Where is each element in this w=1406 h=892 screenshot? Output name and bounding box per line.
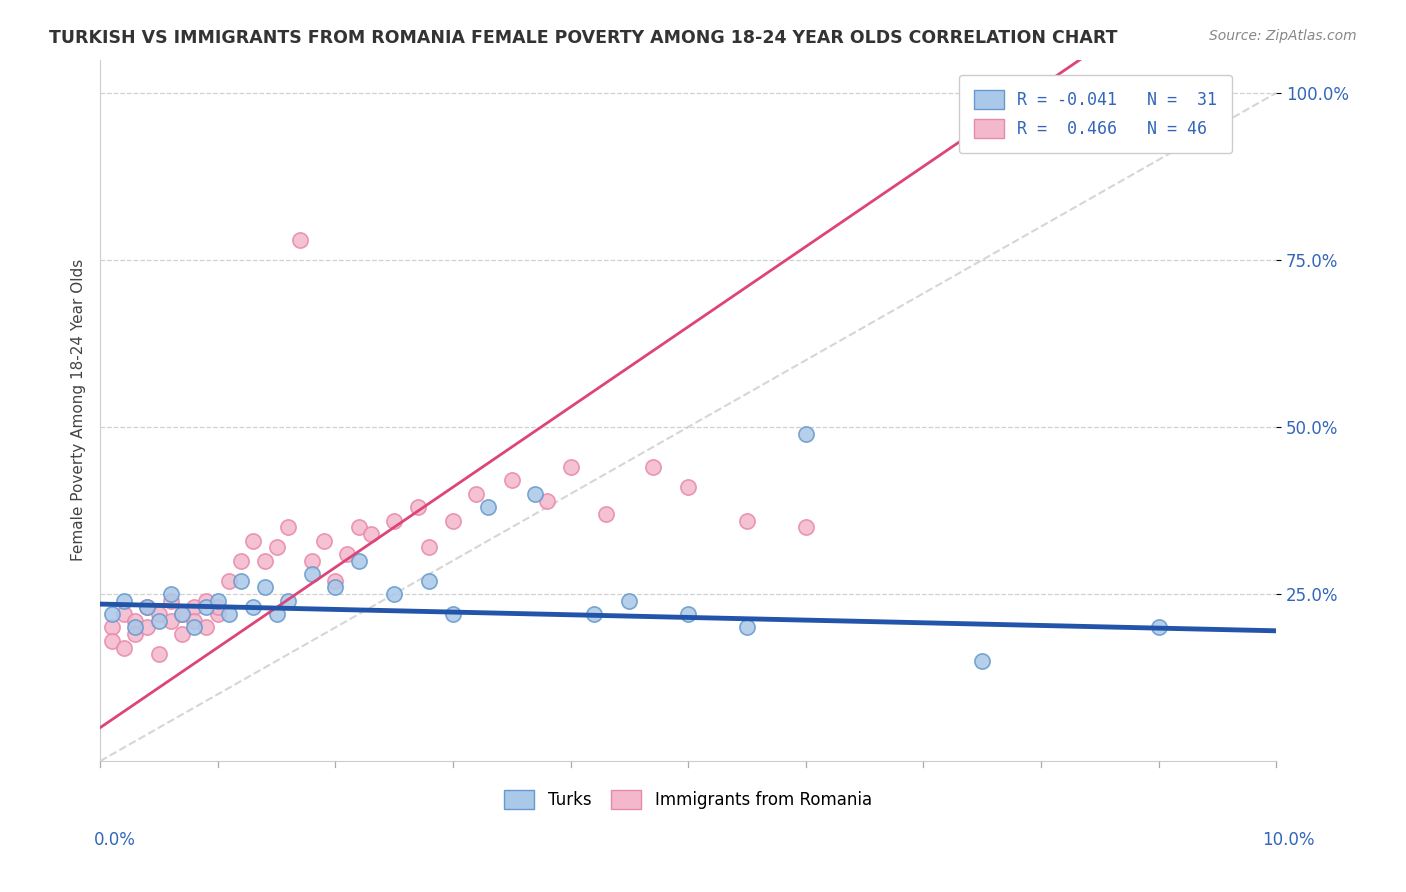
Point [595,507,617,521]
Point [112,640,135,655]
Text: Source: ZipAtlas.com: Source: ZipAtlas.com [1209,29,1357,43]
Point [560,460,582,475]
Point [382,587,405,601]
Point [441,607,464,621]
Y-axis label: Female Poverty Among 18-24 Year Olds: Female Poverty Among 18-24 Year Olds [72,260,86,561]
Point [124,614,146,628]
Point [242,600,264,615]
Point [266,607,288,621]
Point [735,514,758,528]
Point [288,233,311,247]
Point [101,607,124,621]
Point [194,600,217,615]
Point [501,474,523,488]
Point [323,580,346,594]
Point [183,620,205,634]
Point [148,647,170,661]
Point [524,487,547,501]
Legend: Turks, Immigrants from Romania: Turks, Immigrants from Romania [498,783,879,816]
Text: 10.0%: 10.0% [1263,831,1315,849]
Point [194,593,217,607]
Point [312,533,335,548]
Point [253,554,276,568]
Point [323,574,346,588]
Point [360,527,382,541]
Point [207,593,229,607]
Point [382,514,405,528]
Point [159,587,181,601]
Text: 0.0%: 0.0% [94,831,136,849]
Point [231,574,253,588]
Point [136,620,159,634]
Point [112,607,135,621]
Point [148,607,170,621]
Point [277,593,299,607]
Point [231,554,253,568]
Point [676,480,699,494]
Point [619,593,641,607]
Point [136,600,159,615]
Point [735,620,758,634]
Point [266,541,288,555]
Point [1147,620,1170,634]
Point [242,533,264,548]
Point [347,554,370,568]
Text: TURKISH VS IMMIGRANTS FROM ROMANIA FEMALE POVERTY AMONG 18-24 YEAR OLDS CORRELAT: TURKISH VS IMMIGRANTS FROM ROMANIA FEMAL… [49,29,1118,46]
Point [406,500,429,515]
Point [172,627,194,641]
Point [194,620,217,634]
Point [583,607,606,621]
Point [172,607,194,621]
Point [477,500,499,515]
Point [277,520,299,534]
Point [207,607,229,621]
Point [159,614,181,628]
Point [253,580,276,594]
Point [972,654,994,668]
Point [183,614,205,628]
Point [218,574,240,588]
Point [676,607,699,621]
Point [172,607,194,621]
Point [465,487,488,501]
Point [112,593,135,607]
Point [101,633,124,648]
Point [124,627,146,641]
Point [536,493,558,508]
Point [207,600,229,615]
Point [124,620,146,634]
Point [183,600,205,615]
Point [136,600,159,615]
Point [794,520,817,534]
Point [148,614,170,628]
Point [218,607,240,621]
Point [301,554,323,568]
Point [101,620,124,634]
Point [159,593,181,607]
Point [641,460,664,475]
Point [794,426,817,441]
Point [301,567,323,582]
Point [441,514,464,528]
Point [418,574,440,588]
Point [347,520,370,534]
Point [336,547,359,561]
Point [418,541,440,555]
